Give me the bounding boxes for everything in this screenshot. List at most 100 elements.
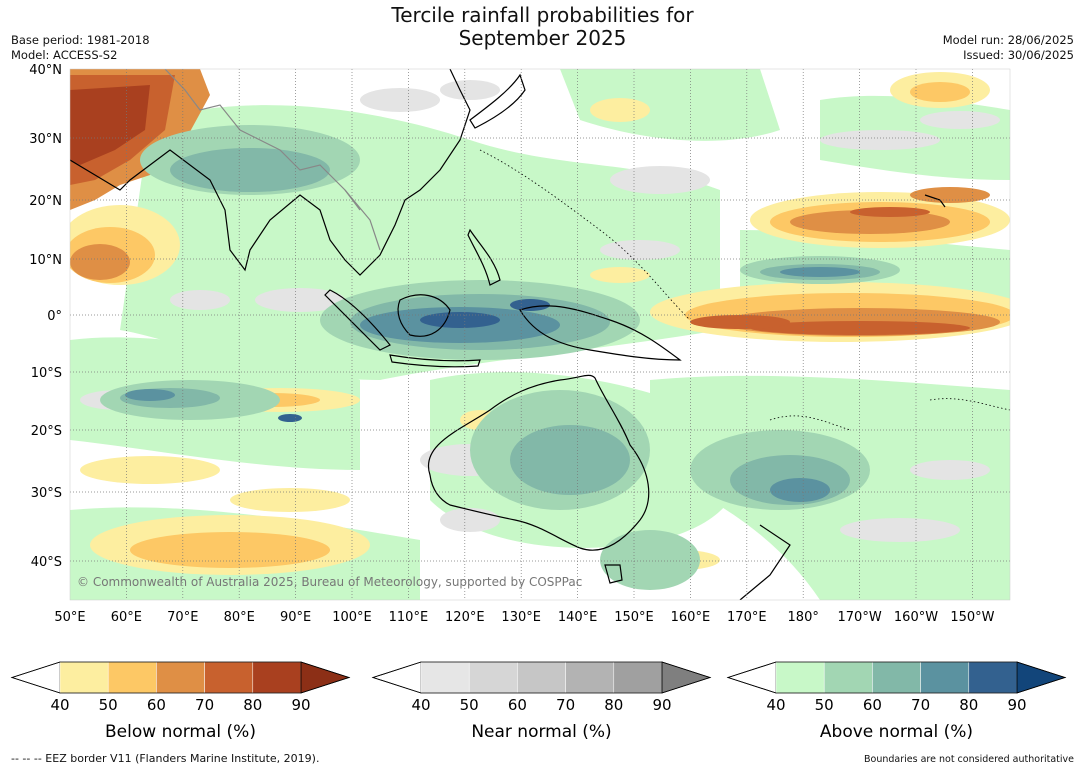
sumatra-coastline [324,289,391,351]
eez-borders [479,149,1010,431]
philippines-coastline [467,228,501,286]
lon-label: 130°E [501,610,541,625]
map-title: Tercile rainfall probabilities for Septe… [0,4,1085,50]
lat-label: 40°N [29,63,62,78]
colorbar-extend-high [661,661,712,694]
colorbar-title: Above normal (%) [820,722,973,742]
issued-date: Issued: 30/06/2025 [963,48,1074,62]
lat-label: 20°N [29,194,62,209]
below-normal-70-regions [690,207,970,335]
copyright-text: © Commonwealth of Australia 2025, Bureau… [77,575,582,589]
new-zealand-coastline [739,524,791,600]
below-normal-arabia-80 [70,85,150,165]
colorbar-extend-low [726,661,777,694]
colorbar-segment [420,661,470,694]
longitude-labels: 50°E 60°E 70°E 80°E 90°E 100°E 110°E 120°E 130°E… [54,610,994,625]
colorbar-tick-label: 90 [1007,696,1026,714]
colorbar-extend-high [300,661,351,694]
colorbars: 40 50 60 70 80 90 Below normal (%) 40 50 60 70 80 90… [10,661,1067,742]
japan-coastline [469,73,526,129]
run-info: Model run: 28/06/2025 Issued: 30/06/2025 [943,33,1074,63]
colorbar-tick-label: 90 [652,696,671,714]
colorbar-segment [517,661,566,694]
colorbar-segment [613,661,663,694]
eez-south-pacific [769,415,851,431]
colorbar-segment [59,661,109,694]
colorbar-tick-label: 40 [50,696,69,714]
colorbar-segment [565,661,615,694]
himalaya-borders [164,69,361,211]
coastlines [70,69,946,600]
colorbar-title: Below normal (%) [105,722,256,742]
colorbar-segment [920,661,970,694]
colorbar-segment [468,661,518,694]
colorbar-tick-label: 70 [195,696,214,714]
lon-label: 160°W [894,610,938,625]
model-name: Model: ACCESS-S2 [11,48,118,62]
colorbar-tick-label: 60 [147,696,166,714]
lon-label: 110°E [389,610,429,625]
lat-label: 30°N [29,132,62,147]
lon-label: 180° [788,610,819,625]
lon-label: 90°E [280,610,311,625]
lon-label: 160°E [671,610,711,625]
colorbar-tick-label: 50 [460,696,479,714]
colorbar-tick-label: 50 [815,696,834,714]
colorbar-segment [823,661,873,694]
lon-label: 60°E [111,610,142,625]
map-area: © Commonwealth of Australia 2025, Bureau… [70,69,1010,600]
colorbar-tick-label: 80 [243,696,262,714]
base-period: Base period: 1981-2018 [11,33,150,47]
lat-label: 10°S [31,366,62,381]
colorbar-tick-label: 70 [911,696,930,714]
lon-label: 150°E [614,610,654,625]
lon-label: 120°E [445,610,485,625]
colorbar-tick-label: 60 [508,696,527,714]
colorbar-extend-high [1016,661,1067,694]
country-borders [164,69,381,251]
colorbar-outline [726,661,1067,694]
lat-label: 0° [47,309,62,324]
colorbar-tick-label: 80 [604,696,623,714]
map-frame [69,68,1011,601]
eez-west-pacific [479,149,691,321]
borneo-coastline [397,294,451,337]
model-info: Base period: 1981-2018 Model: ACCESS-S2 [11,33,150,63]
colorbar-segment [872,661,921,694]
lat-label: 40°S [31,555,62,570]
lon-label: 170°W [838,610,882,625]
lat-label: 20°S [31,424,62,439]
gridlines [70,69,1010,600]
colorbar-segment [968,661,1018,694]
new-guinea-coastline [519,305,682,361]
colorbar-outline [371,661,712,694]
model-run-date: Model run: 28/06/2025 [942,33,1074,47]
colorbar-extend-low [10,661,61,694]
colorbar-tick-label: 40 [411,696,430,714]
lat-label: 30°S [31,486,62,501]
colorbar-tick-label: 40 [766,696,785,714]
latitude-labels: 40°N 30°N 20°N 10°N 0° 10°S 20°S 30°S 40°S [29,63,62,570]
colorbar: 40 50 60 70 80 90 Below normal (%) [10,661,351,742]
lat-label: 10°N [29,253,62,268]
lon-label: 70°E [167,610,198,625]
indochina-borders [344,189,381,251]
lon-label: 170°E [727,610,767,625]
australia-coastline [427,374,650,551]
colorbar-segment [156,661,205,694]
colorbar-segment [107,661,157,694]
lon-label: 150°W [950,610,994,625]
eez-footnote: -- -- -- EEZ border V11 (Flanders Marine… [11,752,320,765]
eez-east-pacific [929,398,1010,411]
boundaries-disclaimer: Boundaries are not considered authoritat… [864,754,1074,765]
tasmania-coastline [604,564,623,584]
colorbar-outline [10,661,351,694]
java-coastline [389,354,481,368]
colorbar-title: Near normal (%) [471,722,611,742]
map-title-line1: Tercile rainfall probabilities for [391,3,694,27]
colorbar-segment [252,661,302,694]
colorbar-extend-low [371,661,422,694]
colorbar: 40 50 60 70 80 90 Above normal (%) [726,661,1067,742]
lon-label: 80°E [224,610,255,625]
above-normal-80-regions [278,299,550,422]
